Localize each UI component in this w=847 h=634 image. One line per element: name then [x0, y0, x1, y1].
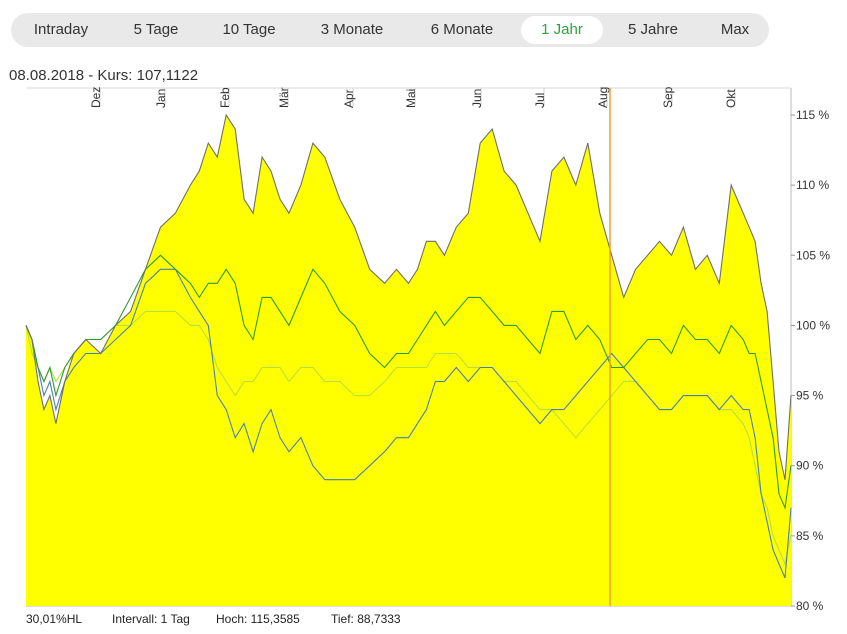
series-area-fill	[26, 115, 791, 606]
footer-low: Tief: 88,7333	[331, 612, 401, 626]
x-month-label: Dez	[89, 87, 103, 108]
tab-max[interactable]: Max	[720, 21, 750, 38]
y-tick-label: 115 %	[796, 108, 829, 122]
x-month-label: Mär	[277, 87, 291, 108]
tab-intraday[interactable]: Intraday	[33, 21, 89, 38]
series-main-line	[25, 113, 792, 480]
x-month-label: Jun	[470, 89, 484, 108]
x-month-label: Mai	[404, 89, 418, 108]
tab-5-jahre[interactable]: 5 Jahre	[627, 21, 679, 38]
info-price-label: Kurs:	[97, 67, 133, 84]
y-tick-label: 85 %	[796, 529, 824, 543]
footer-interval: Intervall: 1 Tag	[112, 612, 190, 626]
x-month-label: Aug	[596, 87, 610, 108]
y-tick-label: 110 %	[796, 178, 829, 192]
info-separator: -	[88, 67, 94, 84]
price-info: 08.08.2018 - Kurs: 107,1122	[9, 67, 198, 84]
tab-3-monate[interactable]: 3 Monate	[320, 21, 384, 38]
y-tick-label: 80 %	[796, 599, 824, 613]
x-month-label: Jan	[154, 89, 168, 108]
tab-1-jahr[interactable]: 1 Jahr	[521, 16, 603, 44]
x-month-label: Jul	[533, 93, 547, 108]
series-line-blue	[25, 268, 792, 579]
y-tick-label: 105 %	[796, 248, 830, 262]
tab-10-tage[interactable]: 10 Tage	[222, 21, 276, 38]
tab-5-tage[interactable]: 5 Tage	[133, 21, 179, 38]
info-price-value: 107,1122	[136, 67, 199, 84]
x-month-label: Apr	[342, 89, 356, 108]
x-month-label: Okt	[724, 89, 738, 108]
x-month-label: Sep	[661, 86, 675, 108]
y-tick-label: 90 %	[796, 459, 824, 473]
period-tab-bar: Intraday 5 Tage 10 Tage 3 Monate 6 Monat…	[11, 13, 769, 47]
info-date: 08.08.2018	[9, 67, 85, 84]
x-month-label: Feb	[218, 87, 232, 108]
tab-6-monate[interactable]: 6 Monate	[430, 21, 494, 38]
y-tick-label: 95 %	[796, 389, 824, 403]
y-tick-label: 100 %	[796, 318, 830, 332]
footer-high: Hoch: 115,3585	[216, 612, 300, 626]
footer-hl: 30,01%HL	[26, 612, 83, 626]
